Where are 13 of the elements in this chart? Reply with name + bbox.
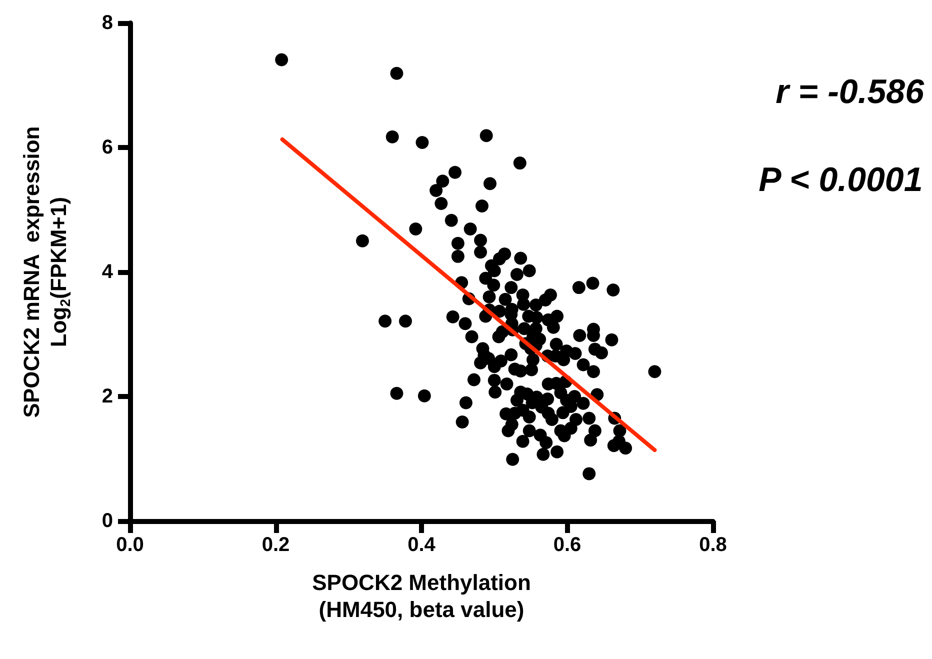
y-tick-label: 8 bbox=[102, 12, 113, 34]
x-tick-label: 0.4 bbox=[408, 534, 436, 556]
x-tick-label: 0.8 bbox=[699, 534, 727, 556]
y-tick-label: 2 bbox=[102, 386, 113, 408]
x-axis-title: SPOCK2 Methylation (HM450, beta value) bbox=[312, 570, 531, 622]
x-tick-label: 0.0 bbox=[116, 534, 144, 556]
y-tick-label: 4 bbox=[102, 261, 114, 283]
text: P < 0.0001 bbox=[758, 161, 923, 199]
y-tick-label: 6 bbox=[102, 136, 113, 158]
y-tick-label: 0 bbox=[102, 510, 113, 532]
text: r = -0.586 bbox=[776, 73, 926, 111]
x-tick-label: 0.2 bbox=[262, 534, 290, 556]
x-tick-label: 0.6 bbox=[553, 534, 582, 556]
